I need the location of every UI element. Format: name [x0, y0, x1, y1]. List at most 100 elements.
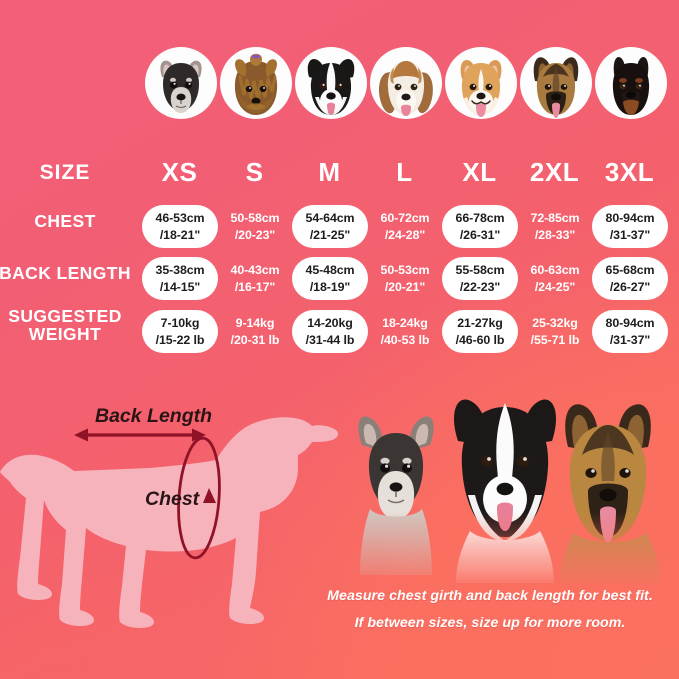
- cell-metric: 40-43cm: [230, 262, 280, 277]
- size-header-xs: XS: [161, 157, 198, 187]
- german-shepherd-headshot: [533, 57, 579, 118]
- cell-imperial: /14-15": [159, 279, 201, 294]
- breed-portrait-chihuahua: [145, 47, 217, 119]
- chihuahua-headshot: [160, 60, 202, 113]
- cell-weight-s: 9-14kg /20-31 lb: [217, 310, 293, 353]
- cell-imperial: /26-27": [609, 279, 651, 294]
- cell-weight-m: 14-20kg /31-44 lb: [292, 310, 368, 353]
- breed-portrait-corgi: [445, 47, 517, 119]
- cell-metric: 18-24kg: [382, 315, 428, 330]
- cell-metric: 60-63cm: [530, 262, 580, 277]
- size-header-2xl: 2XL: [529, 157, 580, 187]
- cell-imperial: /15-22 lb: [155, 332, 205, 347]
- row-label-chest: CHEST: [34, 211, 96, 231]
- size-header-s: S: [245, 157, 264, 187]
- size-header-3xl: 3XL: [604, 157, 655, 187]
- cell-imperial: /20-21": [384, 279, 426, 294]
- back-length-label: Back Length: [95, 405, 212, 427]
- back-length-arrow-icon: [74, 428, 206, 442]
- cell-imperial: /26-31": [459, 227, 501, 242]
- chest-girth-icon: [177, 436, 221, 560]
- border-collie-photo: [453, 399, 557, 583]
- cell-imperial: /40-53 lb: [380, 332, 430, 347]
- cell-chest-3xl: 80-94cm /31-37": [592, 205, 668, 248]
- cell-imperial: /31-44 lb: [305, 332, 355, 347]
- chest-label: Chest: [145, 488, 201, 510]
- cell-metric: 66-78cm: [455, 210, 505, 225]
- cell-backlength-3xl: 65-68cm /26-27": [592, 257, 668, 300]
- breed-portrait-strip: [0, 47, 679, 121]
- cell-chest-l: 60-72cm /24-28": [367, 205, 443, 248]
- cell-metric: 54-64cm: [305, 210, 355, 225]
- beagle-headshot: [379, 61, 433, 116]
- cell-imperial: /20-23": [234, 227, 276, 242]
- cell-weight-xs: 7-10kg /15-22 lb: [142, 310, 218, 353]
- cell-backlength-2xl: 60-63cm /24-25": [517, 257, 593, 300]
- cell-metric: 35-38cm: [155, 262, 205, 277]
- cell-imperial: /31-37": [609, 227, 651, 242]
- cell-backlength-s: 40-43cm /16-17": [217, 257, 293, 300]
- cell-weight-xl: 21-27kg /46-60 lb: [442, 310, 518, 353]
- cell-imperial: /55-71 lb: [530, 332, 580, 347]
- cell-metric: 55-58cm: [455, 262, 505, 277]
- cell-metric: 50-53cm: [380, 262, 430, 277]
- cell-imperial: /18-19": [309, 279, 351, 294]
- cell-chest-s: 50-58cm /20-23": [217, 205, 293, 248]
- cell-metric: 65-68cm: [605, 262, 655, 277]
- german-shepherd-photo: [560, 404, 660, 583]
- cell-metric: 21-27kg: [457, 315, 503, 330]
- cell-metric: 72-85cm: [530, 210, 580, 225]
- cell-imperial: /31-37": [609, 332, 651, 347]
- cell-weight-2xl: 25-32kg /55-71 lb: [517, 310, 593, 353]
- cell-imperial: /18-21": [159, 227, 201, 242]
- cell-metric: 45-48cm: [305, 262, 355, 277]
- corgi-headshot: [460, 59, 502, 117]
- cell-weight-l: 18-24kg /40-53 lb: [367, 310, 443, 353]
- cell-backlength-xl: 55-58cm /22-23": [442, 257, 518, 300]
- dog-silhouette-icon: [0, 417, 339, 628]
- row-label-line2: WEIGHT: [28, 324, 102, 345]
- size-chart-table: SIZE XS S M L XL 2XL 3XL CHEST 46-53cm /…: [0, 140, 679, 365]
- breed-portrait-beagle: [370, 47, 442, 119]
- doberman-headshot: [612, 57, 650, 115]
- cell-metric: 50-58cm: [230, 210, 280, 225]
- caption-line-2: If between sizes, size up for more room.: [354, 615, 626, 632]
- cell-imperial: /21-25": [309, 227, 351, 242]
- cell-chest-m: 54-64cm /21-25": [292, 205, 368, 248]
- cell-metric: 7-10kg: [160, 315, 200, 330]
- cell-metric: 60-72cm: [380, 210, 430, 225]
- table-corner-label: SIZE: [39, 161, 91, 184]
- border-collie-headshot: [307, 58, 355, 115]
- cell-imperial: /46-60 lb: [455, 332, 505, 347]
- breed-portrait-doberman: [595, 47, 667, 119]
- row-label-suggested-weight: SUGGESTED WEIGHT: [0, 306, 140, 345]
- size-header-m: M: [318, 157, 341, 187]
- cell-imperial: /24-28": [384, 227, 426, 242]
- cell-metric: 80-94cm: [605, 315, 655, 330]
- cell-backlength-m: 45-48cm /18-19": [292, 257, 368, 300]
- cell-metric: 80-94cm: [605, 210, 655, 225]
- measurement-diagram: Back Length Chest: [0, 372, 340, 679]
- breed-portrait-border-collie: [295, 47, 367, 119]
- row-label-line1: SUGGESTED: [8, 306, 122, 326]
- cell-imperial: /28-33": [534, 227, 576, 242]
- cell-imperial: /20-31 lb: [230, 332, 280, 347]
- caption-line-1: Measure chest girth and back length for …: [327, 588, 653, 604]
- row-label-back-length: BACK LENGTH: [0, 263, 131, 283]
- cell-metric: 9-14kg: [235, 315, 275, 330]
- cell-metric: 14-20kg: [307, 315, 353, 330]
- size-header-l: L: [396, 157, 413, 187]
- cell-chest-xl: 66-78cm /26-31": [442, 205, 518, 248]
- yorkshire-terrier-headshot: [234, 53, 278, 115]
- cell-chest-2xl: 72-85cm /28-33": [517, 205, 593, 248]
- cell-metric: 46-53cm: [155, 210, 205, 225]
- cell-imperial: /16-17": [234, 279, 276, 294]
- cell-metric: 25-32kg: [532, 315, 578, 330]
- chihuahua-photo: [358, 416, 434, 575]
- cell-weight-3xl: 80-94cm /31-37": [592, 310, 668, 353]
- measurement-caption: Measure chest girth and back length for …: [310, 583, 670, 638]
- cell-imperial: /22-23": [459, 279, 501, 294]
- size-header-xl: XL: [462, 157, 497, 187]
- cell-backlength-xs: 35-38cm /14-15": [142, 257, 218, 300]
